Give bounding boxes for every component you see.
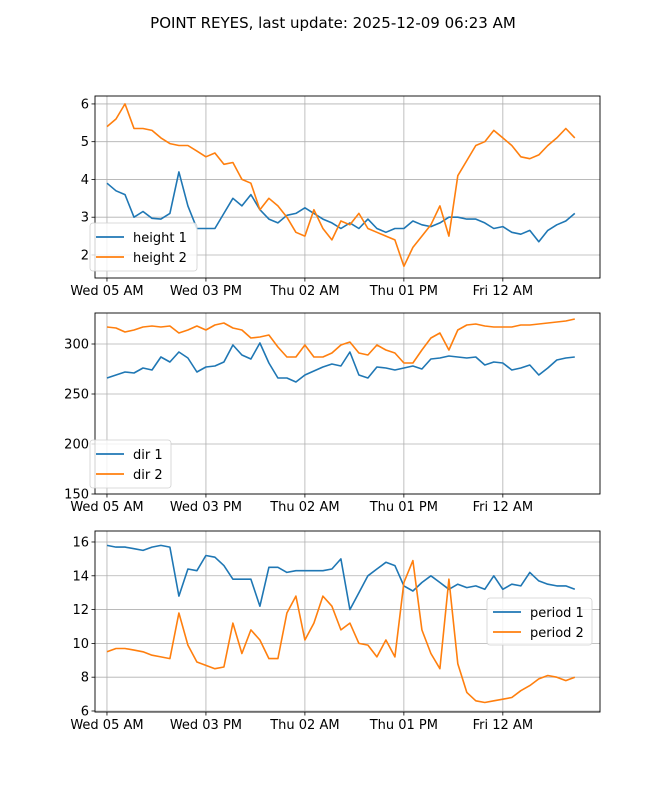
series-line-period-1 <box>106 544 576 611</box>
legend-label: height 2 <box>133 251 187 266</box>
x-tick-label: Wed 05 AM <box>70 718 143 733</box>
x-tick-label: Thu 01 PM <box>369 718 438 733</box>
series-line-period-2 <box>106 559 576 704</box>
legend-box <box>486 597 593 646</box>
axes-frame <box>94 530 601 713</box>
legend-label: height 1 <box>133 231 187 246</box>
x-tick-label: Thu 02 AM <box>269 500 339 515</box>
y-tick-label: 250 <box>64 388 89 403</box>
y-tick-label: 10 <box>72 637 89 652</box>
y-tick-label: 14 <box>72 569 89 584</box>
axes-frame <box>94 312 601 495</box>
y-tick-label: 200 <box>64 438 89 453</box>
subplot-3: Wed 05 AM Wed 03 PM Thu 02 AM Thu 01 PM Fri … <box>70 530 601 733</box>
x-tick-label: Thu 01 PM <box>369 500 438 515</box>
y-tick-label: 300 <box>64 338 89 353</box>
x-tick-label: Thu 02 AM <box>269 284 339 299</box>
y-tick-label: 16 <box>72 535 89 550</box>
legend-label: period 2 <box>530 626 584 641</box>
y-tick-label: 8 <box>81 671 89 686</box>
axes-frame <box>94 95 601 279</box>
y-tick-label: 3 <box>81 211 89 226</box>
x-tick-label: Thu 02 AM <box>269 718 339 733</box>
series-line-height-1 <box>106 171 576 243</box>
y-tick-label: 12 <box>72 603 89 618</box>
y-tick-label: 6 <box>81 97 89 112</box>
figure-title: POINT REYES, last update: 2025-12-09 06:… <box>150 14 516 32</box>
legend-label: period 1 <box>530 606 584 621</box>
series-line-dir-1 <box>106 342 575 383</box>
x-tick-label: Wed 03 PM <box>170 718 242 733</box>
x-tick-label: Fri 12 AM <box>473 500 533 515</box>
x-tick-label: Wed 05 AM <box>70 284 143 299</box>
y-tick-label: 6 <box>81 704 89 719</box>
y-tick-label: 4 <box>81 173 89 188</box>
series-line-dir-2 <box>106 318 575 364</box>
subplot-2: Wed 05 AM Wed 03 PM Thu 02 AM Thu 01 PM Fri … <box>64 312 601 515</box>
x-tick-label: Fri 12 AM <box>473 284 533 299</box>
legend-box <box>89 222 198 272</box>
y-tick-label: 150 <box>64 488 89 503</box>
subplot-1: Wed 05 AM Wed 03 PM Thu 02 AM Thu 01 PM Fri … <box>70 95 601 299</box>
series-line-height-2 <box>106 103 576 268</box>
x-tick-label: Wed 03 PM <box>170 284 242 299</box>
legend-box <box>89 439 172 489</box>
y-tick-label: 2 <box>81 248 89 263</box>
legend-label: dir 2 <box>133 468 163 483</box>
legend: dir 1 dir 2 <box>89 439 172 489</box>
legend: height 1 height 2 <box>89 222 198 272</box>
x-tick-label: Thu 01 PM <box>369 284 438 299</box>
legend-label: dir 1 <box>133 448 163 463</box>
x-tick-label: Wed 05 AM <box>70 500 143 515</box>
x-tick-label: Fri 12 AM <box>473 718 533 733</box>
y-tick-label: 5 <box>81 135 89 150</box>
x-tick-label: Wed 03 PM <box>170 500 242 515</box>
legend: period 1 period 2 <box>486 597 593 646</box>
